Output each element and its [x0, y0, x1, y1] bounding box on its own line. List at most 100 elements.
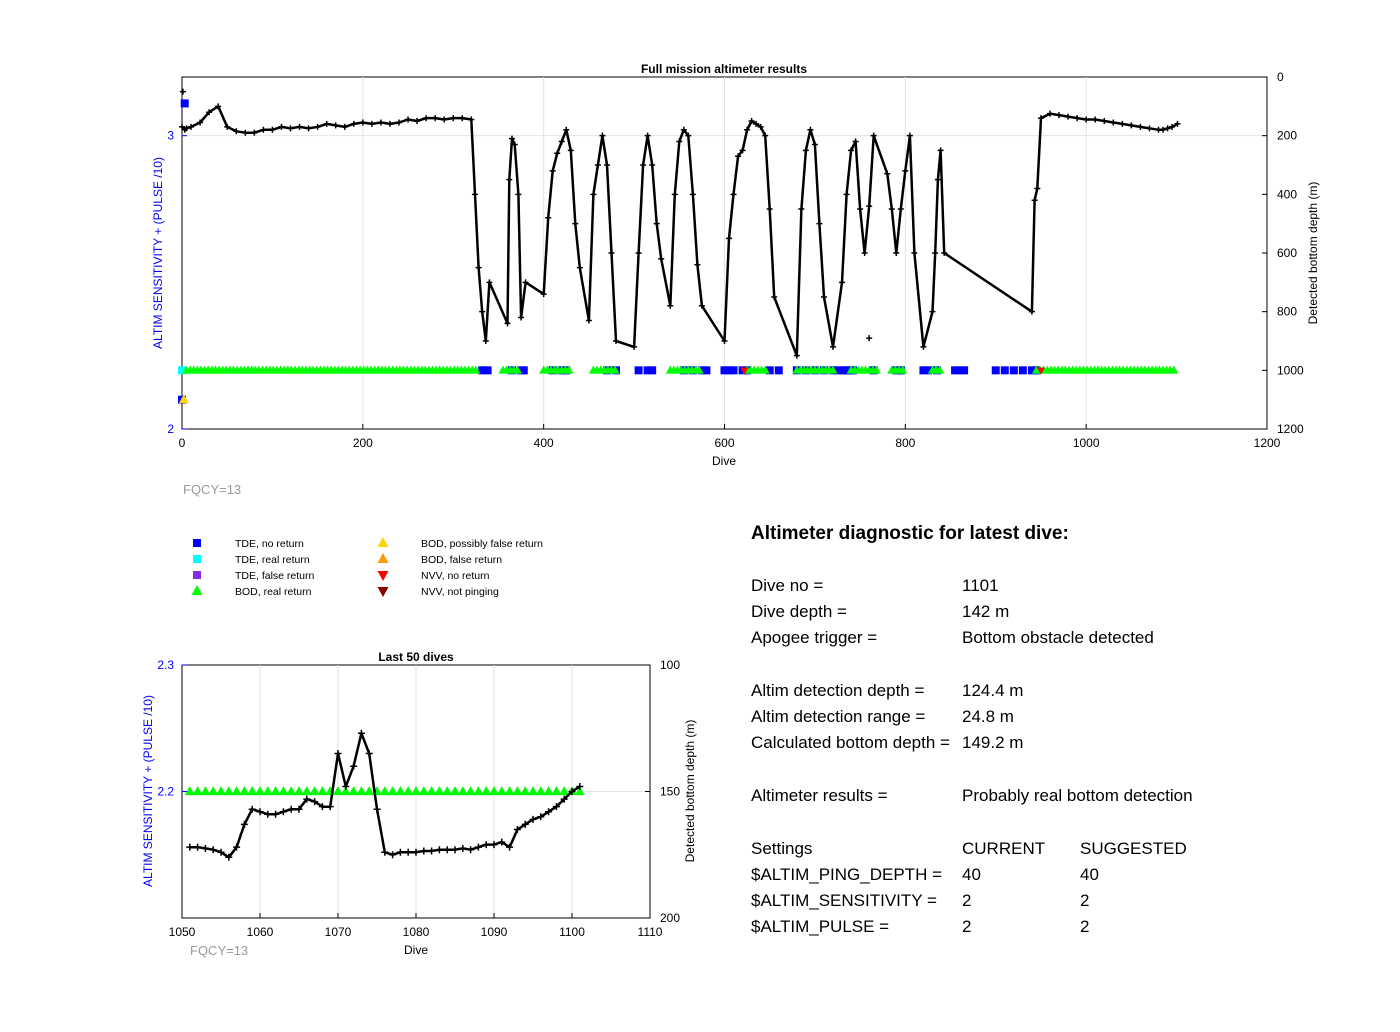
bod-real-return-marker: [465, 786, 476, 796]
diagnostic-settings: Settings CURRENT SUGGESTED $ALTIM_PING_DEPT…: [751, 839, 1187, 936]
depth-point: [1034, 185, 1041, 192]
bod-real-return-marker: [223, 786, 234, 796]
bod-real-return-marker: [247, 786, 258, 796]
depth-point: [314, 123, 321, 130]
diagnostic-label: Altim detection depth =: [751, 681, 924, 700]
depth-point: [748, 118, 755, 124]
tde-no-return-marker: [955, 366, 964, 375]
diagnostic-value: 142 m: [962, 602, 1009, 621]
setting-label: $ALTIM_SENSITIVITY =: [751, 891, 937, 910]
bod-real-return-marker: [935, 365, 945, 374]
diagnostic-label: Dive depth =: [751, 602, 847, 621]
depth-point: [251, 129, 258, 136]
depth-point: [377, 119, 384, 126]
depth-point: [568, 788, 576, 795]
depth-point: [640, 162, 647, 168]
settings-header-label: Settings: [751, 839, 812, 858]
x-tick-label: 1200: [1254, 436, 1281, 450]
depth-point: [631, 343, 638, 350]
depth-point: [389, 851, 397, 859]
depth-point: [576, 264, 583, 271]
depth-point: [839, 279, 846, 286]
x-tick-label: 1000: [1073, 436, 1100, 450]
bod-real-return-marker: [610, 365, 620, 374]
x-tick-label: 800: [895, 436, 915, 450]
bod-real-return-marker: [286, 786, 297, 796]
depth-point: [613, 338, 619, 344]
depth-point: [405, 116, 412, 123]
depth-point: [816, 220, 823, 227]
bod-real-return-marker: [473, 786, 484, 796]
main-depth-line: [179, 88, 1181, 359]
depth-point: [1056, 112, 1063, 119]
setting-suggested: 2: [1080, 917, 1089, 936]
depth-point: [522, 279, 529, 286]
y-right-tick-label: 1200: [1277, 422, 1304, 436]
depth-point: [941, 250, 948, 256]
depth-point: [644, 132, 651, 139]
depth-point: [676, 138, 683, 145]
depth-point: [332, 122, 339, 129]
depth-point: [386, 120, 393, 127]
diagnostic-label: Apogee trigger =: [751, 628, 877, 647]
bod-real-return-marker: [512, 786, 523, 796]
depth-point: [540, 291, 547, 298]
depth-point: [866, 335, 873, 342]
diagnostic-value: 149.2 m: [962, 733, 1023, 752]
depth-point: [1169, 123, 1176, 130]
legend-marker: [377, 587, 389, 597]
depth-point: [506, 176, 513, 183]
bod-real-return-marker: [184, 786, 195, 796]
bod-real-return-marker: [898, 365, 908, 374]
depth-point: [694, 261, 701, 268]
tde-no-return-marker: [919, 366, 928, 375]
depth-point: [843, 191, 850, 198]
tde-no-return-marker: [720, 366, 729, 375]
tde-no-return-marker: [634, 366, 643, 375]
bod-real-return-marker: [528, 786, 538, 796]
depth-point: [303, 795, 311, 803]
depth-point: [848, 147, 855, 154]
depth-point: [884, 170, 891, 177]
depth-point: [287, 805, 295, 813]
depth-point: [1065, 113, 1072, 120]
depth-point: [1119, 120, 1126, 127]
legend-marker: [193, 539, 201, 547]
main-xlabel: Dive: [712, 454, 736, 468]
tde-no-return-marker: [1018, 366, 1027, 375]
x-tick-label: 1070: [325, 925, 352, 939]
x-tick-label: 200: [353, 436, 373, 450]
bod-real-return-marker: [512, 365, 522, 374]
depth-point: [658, 255, 665, 262]
bod-real-return-marker: [379, 786, 390, 796]
setting-suggested: 2: [1080, 891, 1089, 910]
depth-point: [730, 191, 737, 198]
depth-point: [802, 147, 809, 154]
x-tick-label: 1080: [403, 925, 430, 939]
depth-point: [576, 782, 584, 790]
x-tick-label: 1050: [169, 925, 196, 939]
depth-point: [450, 115, 457, 122]
last-50-dives-plot: 1050 1060 1070 1080 1090 1100 1110 2.2 2.3 100 150…: [141, 650, 697, 957]
depth-point: [179, 88, 186, 95]
depth-point: [264, 810, 272, 818]
depth-point: [490, 841, 498, 849]
depth-point: [667, 302, 674, 309]
depth-point: [888, 206, 895, 212]
depth-point: [563, 126, 570, 133]
depth-point: [186, 843, 194, 851]
y-left-tick-label: 2: [167, 422, 174, 436]
main-ylabel-left: ALTIM SENSITIVITY + (PULSE /10): [151, 157, 165, 349]
sub-markers: [184, 786, 585, 796]
depth-point: [937, 147, 944, 154]
bod-possibly-false-marker: [178, 394, 189, 404]
depth-point: [373, 805, 381, 813]
depth-point: [459, 844, 467, 852]
depth-point: [1137, 123, 1144, 130]
sub-fqcy-label: FQCY=13: [190, 943, 248, 958]
depth-point: [1146, 125, 1153, 132]
depth-point: [224, 123, 231, 130]
depth-point: [256, 808, 264, 816]
depth-point: [545, 214, 552, 221]
tde-no-return-marker: [833, 366, 842, 375]
